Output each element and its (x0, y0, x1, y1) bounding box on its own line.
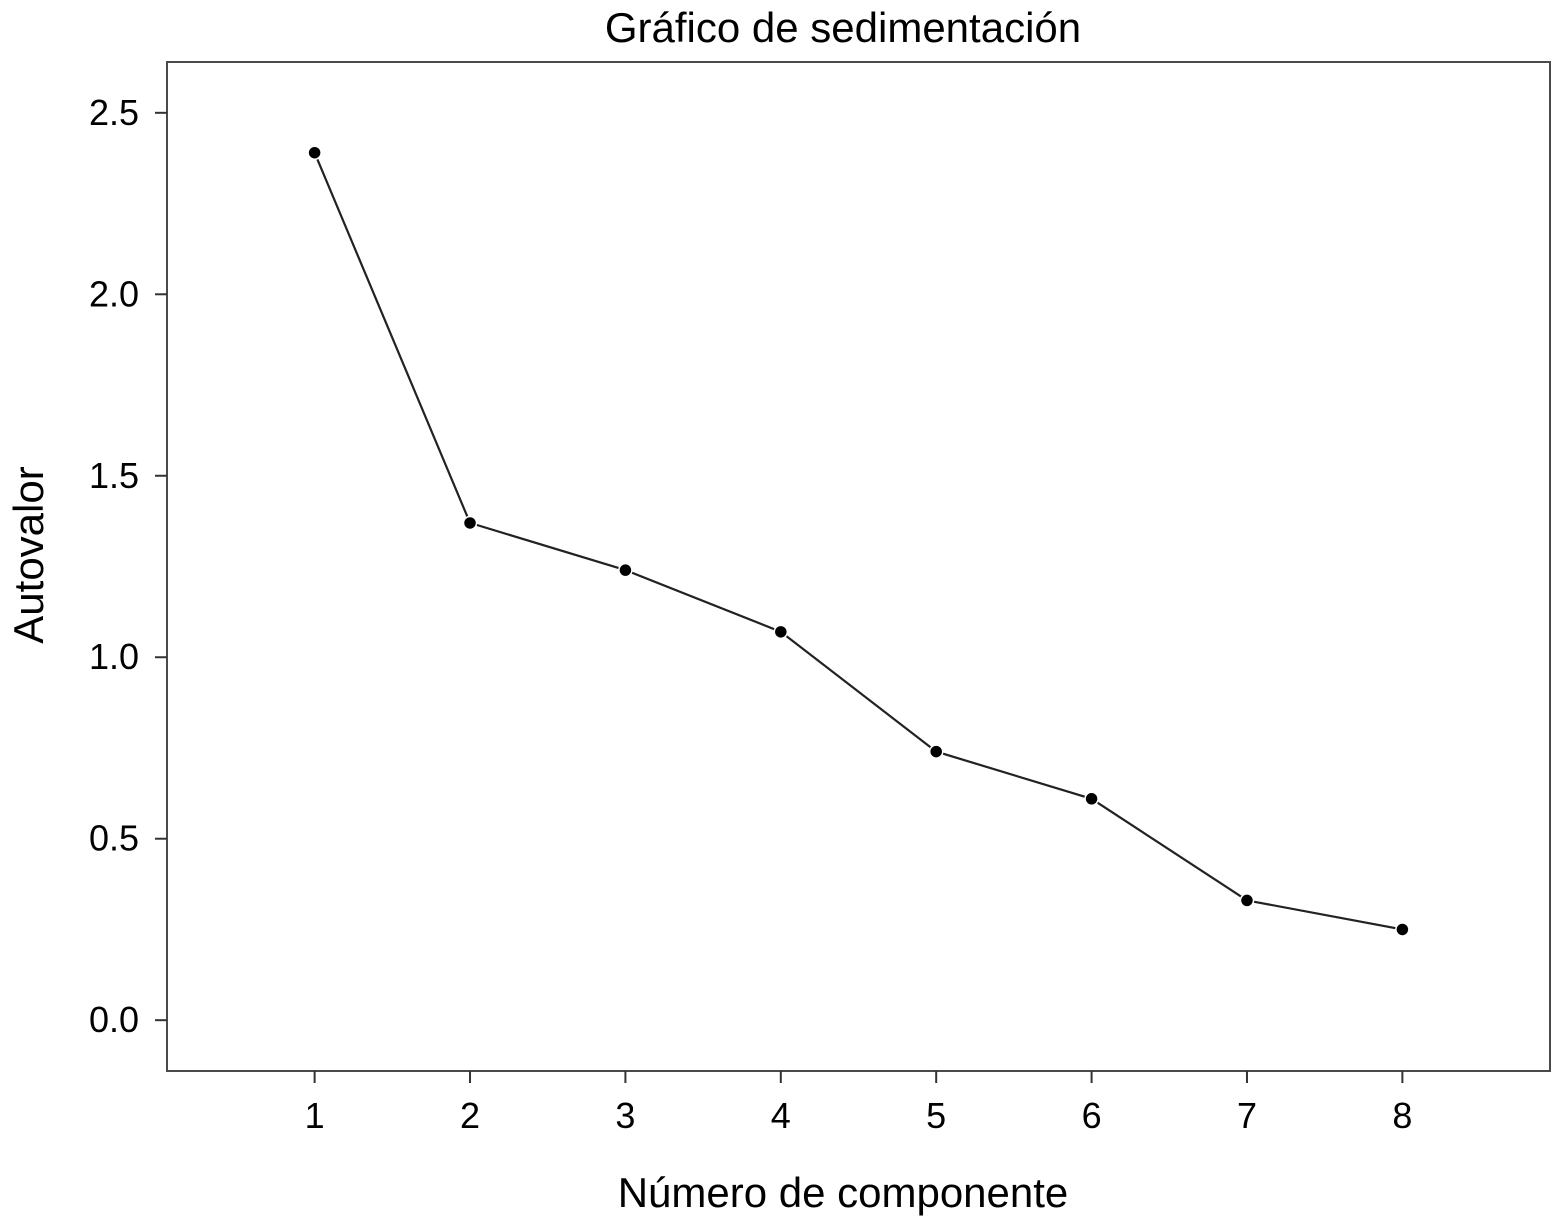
series-line (313, 152, 1403, 931)
x-tick-label: 5 (926, 1095, 946, 1136)
x-tick-label: 8 (1392, 1095, 1412, 1136)
y-tick-label: 0.5 (89, 818, 139, 859)
chart-title: Gráfico de sedimentación (605, 4, 1081, 51)
data-point (1084, 791, 1099, 807)
data-point (928, 744, 944, 759)
data-point (307, 145, 322, 160)
x-tick-label: 6 (1082, 1095, 1102, 1136)
data-point (462, 515, 478, 531)
y-axis: 0.0 0.5 1.0 1.5 2.0 2.5 (89, 92, 167, 1040)
y-axis-label: Autovalor (5, 466, 52, 643)
x-axis: 1 2 3 4 5 6 7 8 (305, 1071, 1412, 1136)
data-point (1395, 922, 1410, 937)
x-tick-label: 7 (1237, 1095, 1257, 1136)
y-tick-label: 1.5 (89, 455, 139, 496)
x-axis-label: Número de componente (618, 1169, 1069, 1216)
x-tick-label: 1 (305, 1095, 325, 1136)
plot-area (166, 61, 1551, 1072)
x-tick-label: 2 (460, 1095, 480, 1136)
y-tick-label: 2.5 (89, 92, 139, 133)
data-points (307, 145, 1410, 937)
data-point (1239, 893, 1255, 908)
x-tick-label: 3 (615, 1095, 635, 1136)
data-point (618, 562, 633, 578)
y-tick-label: 0.0 (89, 999, 139, 1040)
y-tick-label: 2.0 (89, 273, 139, 314)
data-point (773, 624, 789, 640)
y-tick-label: 1.0 (89, 636, 139, 677)
x-tick-label: 4 (771, 1095, 791, 1136)
